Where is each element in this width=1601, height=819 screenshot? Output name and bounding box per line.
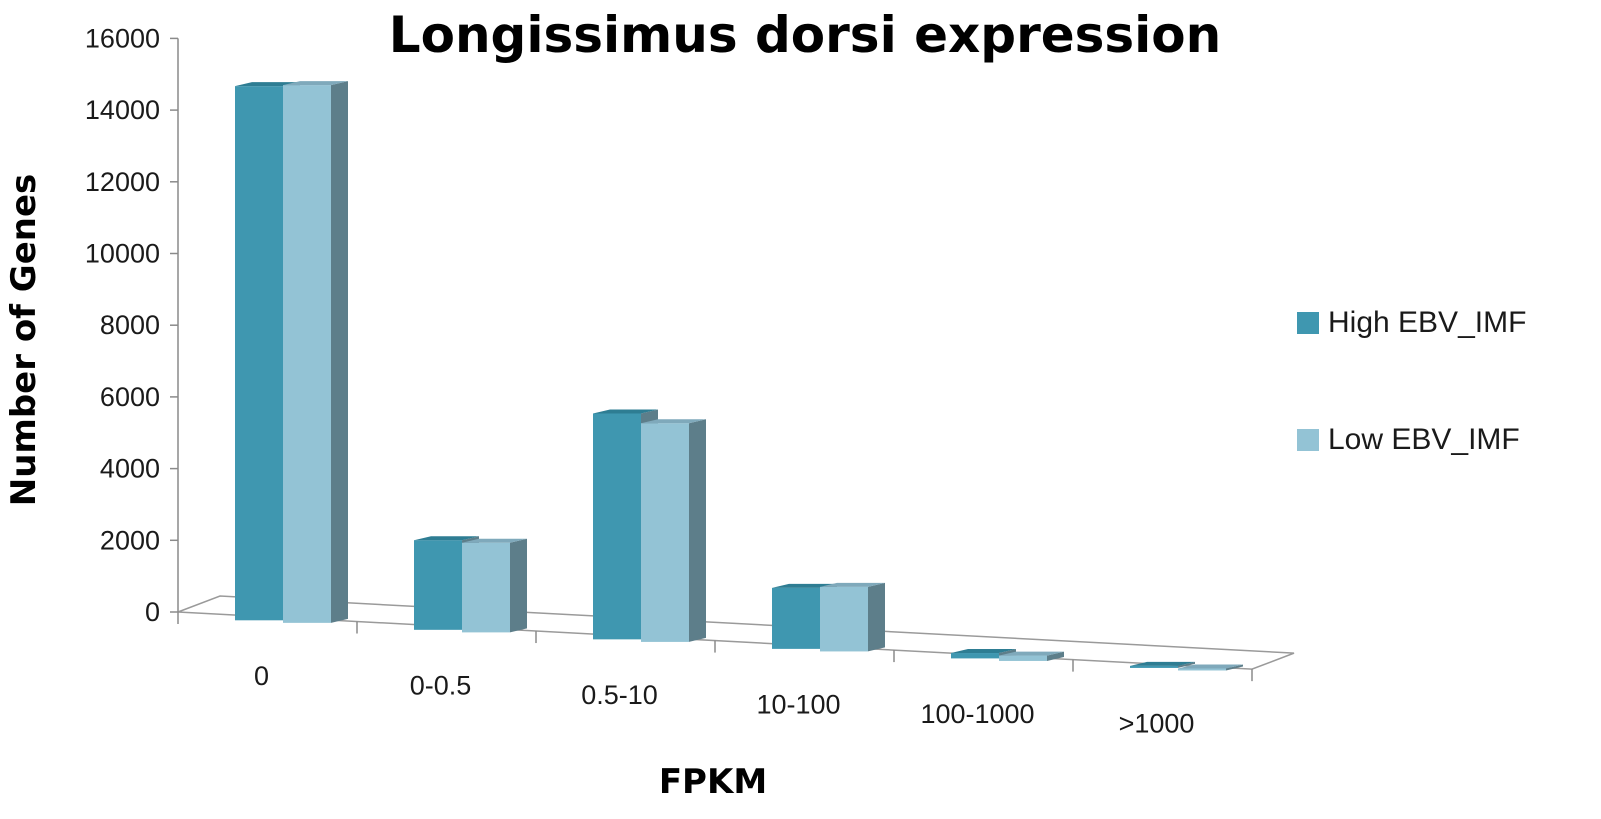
y-tick-label: 6000 [100, 382, 160, 412]
bar-front [593, 413, 641, 640]
bar [1178, 664, 1243, 671]
bar-top [593, 409, 658, 414]
bar-side [510, 538, 527, 633]
y-tick-label: 0 [145, 597, 160, 627]
bar-top [414, 536, 479, 541]
bar-side [1178, 661, 1195, 668]
legend-item: Low EBV_IMF [1297, 423, 1520, 456]
bar-top [1130, 661, 1195, 666]
bar-front [951, 653, 999, 659]
y-tick-label: 12000 [85, 167, 160, 197]
bar-side [1047, 651, 1064, 661]
bar-front [235, 86, 283, 621]
bar-front [820, 586, 868, 652]
bar-top [951, 649, 1016, 654]
bars [235, 81, 1243, 671]
bar [283, 81, 348, 623]
bar [820, 582, 885, 652]
bar [999, 651, 1064, 661]
bar-front [999, 655, 1047, 661]
y-tick-label: 16000 [85, 23, 160, 53]
bar-top [641, 419, 706, 424]
bar-side [868, 582, 885, 652]
bar-front [283, 85, 331, 623]
x-tick-label: 0-0.5 [410, 670, 472, 700]
bar-side [331, 81, 348, 623]
bar [641, 419, 706, 642]
bar-front [1178, 668, 1226, 671]
y-tick-label: 10000 [85, 239, 160, 269]
bar-top [999, 651, 1064, 656]
y-tick-label: 4000 [100, 454, 160, 484]
legend-item: High EBV_IMF [1297, 306, 1526, 339]
chart-title: Longissimus dorsi expression [389, 6, 1222, 64]
legend-label: Low EBV_IMF [1328, 423, 1520, 456]
y-tick-label: 8000 [100, 310, 160, 340]
y-tick-label: 2000 [100, 525, 160, 555]
x-axis: 0 0-0.5 0.5-10 10-100 100-1000 >1000 [177, 612, 1253, 738]
bar-front [414, 540, 462, 630]
bar [462, 538, 527, 633]
legend: High EBV_IMF Low EBV_IMF [1297, 306, 1526, 456]
bar-front [772, 587, 820, 649]
bar-top [1178, 664, 1243, 669]
y-axis: 0 2000 4000 6000 8000 10000 12000 14000 16000 [85, 23, 179, 627]
x-tick-label: 0 [254, 661, 269, 691]
bar-front [462, 542, 510, 633]
y-axis-label: Number of Genes [4, 174, 44, 507]
legend-swatch [1297, 312, 1319, 334]
x-tick-label: 10-100 [756, 689, 840, 719]
bar-top [820, 582, 885, 587]
x-tick-label: 100-1000 [920, 699, 1034, 729]
bar-front [641, 423, 689, 642]
bar-side [689, 419, 706, 642]
legend-label: High EBV_IMF [1328, 306, 1526, 339]
bar-top [462, 538, 527, 543]
x-axis-label: FPKM [659, 762, 767, 802]
x-tick-label: >1000 [1119, 708, 1195, 738]
x-tick-label: 0.5-10 [581, 680, 658, 710]
bar-top [283, 81, 348, 86]
bar-side [1226, 664, 1243, 671]
bar [1130, 661, 1195, 668]
bar-front [1130, 665, 1178, 668]
legend-swatch [1297, 429, 1319, 451]
y-tick-label: 14000 [85, 95, 160, 125]
